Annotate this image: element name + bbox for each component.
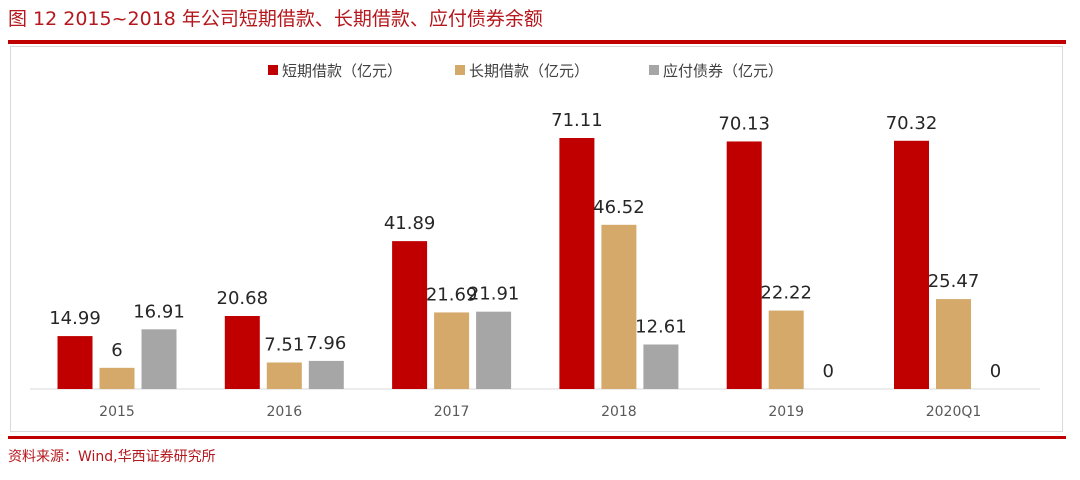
bar [643, 344, 679, 389]
x-tick-label: 2016 [266, 404, 302, 420]
data-label: 7.51 [264, 334, 304, 355]
data-label: 6 [111, 340, 122, 361]
legend-label: 长期借款（亿元） [469, 62, 589, 80]
legend-swatch [268, 65, 278, 75]
x-tick-label: 2018 [601, 404, 637, 420]
data-label: 70.32 [886, 113, 938, 134]
bar [266, 362, 302, 389]
bar [224, 316, 260, 389]
data-label: 7.96 [306, 333, 346, 354]
bar [308, 360, 344, 389]
bar [768, 310, 804, 389]
x-tick-label: 2015 [99, 404, 135, 420]
legend-swatch [455, 65, 465, 75]
bottom-rule [8, 436, 1066, 439]
legend-swatch [649, 65, 659, 75]
chart-frame [10, 46, 1063, 432]
bar [476, 311, 512, 389]
bar [601, 224, 637, 389]
data-label: 12.61 [635, 316, 687, 337]
top-rule [8, 40, 1066, 44]
x-tick-label: 2020Q1 [926, 404, 982, 420]
x-tick-label: 2017 [434, 404, 470, 420]
data-label: 0 [822, 361, 833, 382]
data-label: 14.99 [49, 308, 101, 329]
data-label: 70.13 [718, 113, 770, 134]
x-tick-label: 2019 [768, 404, 804, 420]
bar [894, 140, 929, 389]
data-label: 16.91 [133, 301, 185, 322]
data-label: 0 [990, 361, 1001, 382]
data-label: 21.91 [468, 284, 520, 305]
data-label: 20.68 [217, 288, 269, 309]
source-note: 资料来源：Wind,华西证券研究所 [8, 449, 216, 465]
data-label: 21.69 [426, 284, 478, 305]
legend-label: 应付债券（亿元） [663, 62, 783, 80]
bar [936, 299, 971, 389]
bar [99, 367, 135, 389]
bar [434, 312, 470, 389]
bar [559, 138, 595, 389]
bar [392, 241, 428, 389]
data-label: 25.47 [928, 271, 980, 292]
legend-label: 短期借款（亿元） [282, 62, 402, 80]
bar [141, 329, 177, 389]
data-label: 41.89 [384, 213, 436, 234]
data-label: 22.22 [760, 283, 812, 304]
bar [57, 336, 93, 389]
data-label: 46.52 [593, 197, 645, 218]
data-label: 71.11 [551, 110, 603, 131]
bar [726, 141, 762, 389]
figure-title: 图 12 2015~2018 年公司短期借款、长期借款、应付债券余额 [8, 8, 543, 30]
